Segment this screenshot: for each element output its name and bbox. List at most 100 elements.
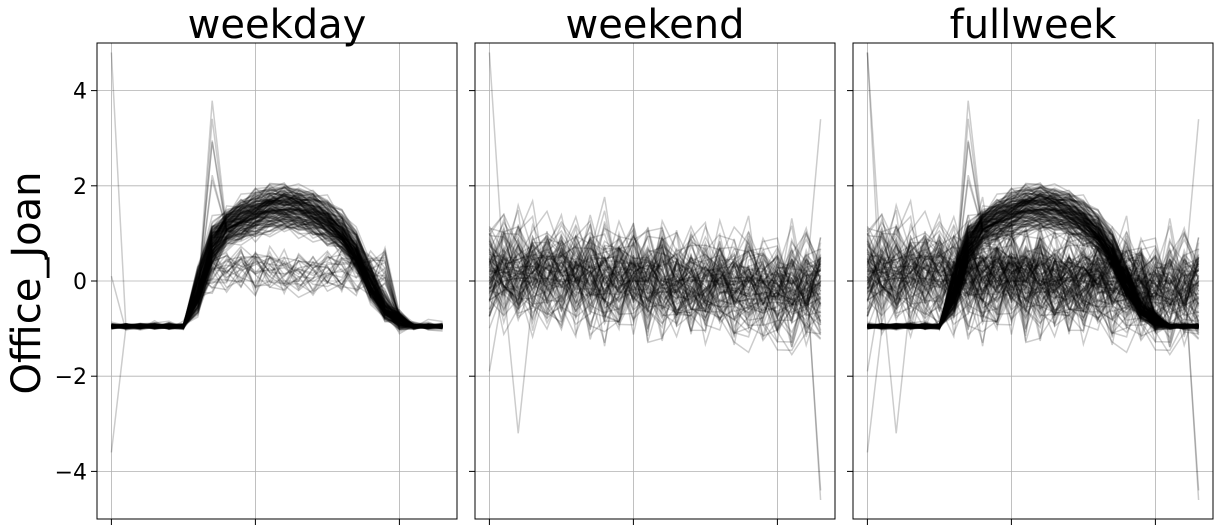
series-lines (488, 52, 822, 501)
series-line (866, 119, 1200, 320)
panel-title: fullweek (950, 2, 1118, 48)
series-line (867, 195, 1199, 330)
series-line (111, 198, 443, 329)
series-line (489, 243, 821, 343)
series-line (111, 207, 443, 330)
y-axis-ticks (847, 90, 853, 472)
series-line (111, 220, 443, 328)
series-line (867, 248, 1199, 329)
series-line (867, 220, 1199, 330)
series-line (867, 185, 1199, 329)
series-line (867, 186, 1199, 330)
series-line (867, 196, 1199, 331)
y-axis-ticks: 4 2 0 −2 −4 (55, 80, 97, 485)
series-line (866, 250, 1200, 322)
series-line (111, 141, 443, 331)
y-axis-label: Office_Joan (4, 172, 50, 395)
series-line (111, 205, 443, 329)
series-line (111, 203, 443, 329)
series-line (866, 222, 1200, 322)
series-line (111, 248, 443, 329)
series-line (866, 212, 1200, 316)
series-line (867, 208, 1199, 330)
series-line (111, 217, 443, 330)
series-line (867, 200, 1199, 330)
series-line (867, 252, 1199, 331)
series-line (867, 189, 1199, 330)
panel-weekday: weekday 4 2 0 −2 −4 (55, 2, 458, 525)
series-line (867, 183, 1199, 330)
series-line (867, 207, 1199, 330)
series-line (488, 231, 822, 314)
series-line (866, 240, 1200, 324)
series-line (111, 189, 443, 329)
series-line (111, 207, 443, 330)
series-line (111, 208, 443, 330)
series-line (867, 197, 1199, 329)
series-line (867, 254, 1199, 330)
series-line (111, 199, 443, 328)
series-line (866, 210, 1200, 325)
series-line (488, 221, 822, 335)
series-line (867, 199, 1199, 330)
series-line (866, 228, 1200, 344)
series-line (488, 209, 822, 322)
series-line (867, 247, 1199, 329)
series-line (867, 222, 1199, 330)
series-line (111, 222, 443, 330)
series-line (866, 235, 1200, 325)
series-line (111, 220, 443, 329)
series-line (867, 207, 1199, 329)
series-line (866, 231, 1200, 434)
series-line (111, 198, 443, 330)
series-line (111, 212, 443, 328)
y-tick-label: −4 (55, 460, 87, 485)
series-line (111, 197, 443, 329)
series-line (111, 210, 443, 329)
y-axis-ticks (469, 90, 475, 472)
series-line (111, 195, 443, 330)
series-line (111, 260, 443, 330)
series-line (867, 210, 1199, 329)
series-line (111, 118, 443, 330)
series-line (866, 209, 1200, 322)
series-line (111, 207, 443, 329)
series-line (111, 193, 443, 329)
series-line (488, 232, 822, 340)
series-line (488, 243, 822, 332)
series-line (111, 250, 443, 330)
series-line (111, 200, 443, 330)
series-line (489, 245, 822, 314)
series-line (866, 231, 1200, 314)
series-line (111, 210, 443, 330)
series-line (488, 231, 822, 434)
series-line (489, 238, 821, 348)
series-line (488, 224, 822, 311)
series-line (111, 222, 443, 331)
series-line (867, 213, 1199, 331)
series-line (488, 253, 822, 338)
series-line (867, 198, 1199, 329)
series-line (111, 200, 443, 329)
series-line (488, 234, 822, 326)
series-line (867, 187, 1199, 329)
series-line (867, 141, 1199, 331)
series-line (489, 238, 822, 322)
series-line (867, 201, 1199, 330)
series-lines (110, 52, 443, 453)
series-line (867, 193, 1199, 329)
series-line (488, 244, 822, 352)
series-line (488, 226, 822, 336)
series-line (867, 140, 1199, 330)
series-line (488, 214, 822, 326)
series-line (111, 221, 443, 328)
series-line (867, 254, 1199, 329)
series-line (111, 248, 443, 330)
series-line (111, 222, 443, 330)
series-line (111, 186, 443, 330)
series-line (488, 218, 821, 307)
series-line (111, 196, 443, 331)
series-line (111, 249, 443, 330)
series-line (867, 186, 1199, 331)
series-line (866, 243, 1200, 347)
